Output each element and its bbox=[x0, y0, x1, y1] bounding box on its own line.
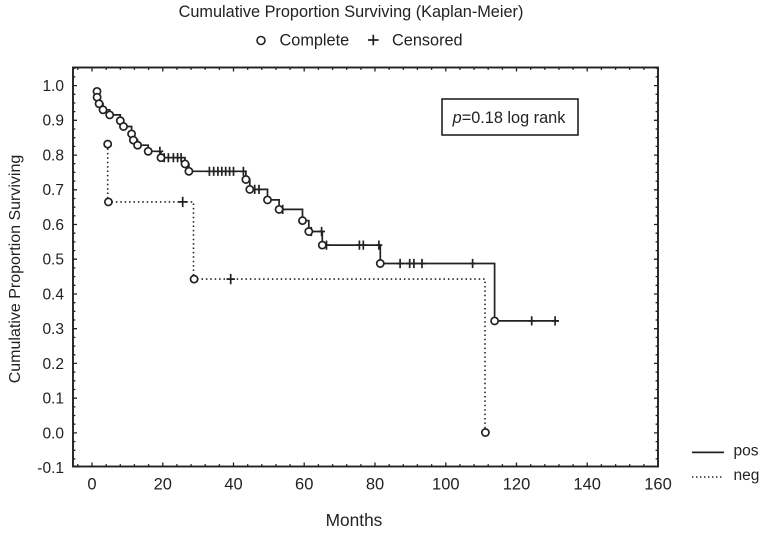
svg-text:60: 60 bbox=[295, 476, 313, 494]
svg-text:0.5: 0.5 bbox=[42, 252, 64, 269]
svg-text:0.2: 0.2 bbox=[42, 356, 64, 373]
svg-text:Cumulative Proportion Survivin: Cumulative Proportion Surviving bbox=[7, 155, 24, 384]
svg-text:Complete: Complete bbox=[280, 32, 350, 50]
svg-text:0.4: 0.4 bbox=[42, 286, 64, 303]
svg-text:p=0.18 log rank: p=0.18 log rank bbox=[452, 109, 567, 127]
svg-text:140: 140 bbox=[573, 476, 601, 494]
svg-text:80: 80 bbox=[366, 476, 384, 494]
svg-text:0.0: 0.0 bbox=[42, 425, 64, 442]
svg-text:pos: pos bbox=[734, 443, 759, 460]
svg-text:neg: neg bbox=[734, 467, 760, 484]
svg-text:Months: Months bbox=[326, 510, 383, 530]
svg-text:40: 40 bbox=[224, 476, 242, 494]
svg-text:0.1: 0.1 bbox=[42, 391, 64, 408]
svg-text:0.9: 0.9 bbox=[42, 113, 64, 130]
svg-text:100: 100 bbox=[432, 476, 460, 494]
svg-text:-0.1: -0.1 bbox=[37, 460, 64, 477]
svg-text:0.8: 0.8 bbox=[42, 148, 64, 165]
svg-text:1.0: 1.0 bbox=[42, 78, 64, 95]
svg-text:160: 160 bbox=[644, 476, 672, 494]
svg-text:120: 120 bbox=[503, 476, 531, 494]
svg-text:Censored: Censored bbox=[392, 32, 463, 50]
svg-text:0.3: 0.3 bbox=[42, 321, 64, 338]
svg-text:0: 0 bbox=[87, 476, 96, 494]
svg-text:Cumulative Proportion Survivin: Cumulative Proportion Surviving (Kaplan-… bbox=[179, 3, 524, 21]
svg-text:0.7: 0.7 bbox=[42, 182, 64, 199]
svg-text:0.6: 0.6 bbox=[42, 217, 64, 234]
svg-text:20: 20 bbox=[154, 476, 172, 494]
